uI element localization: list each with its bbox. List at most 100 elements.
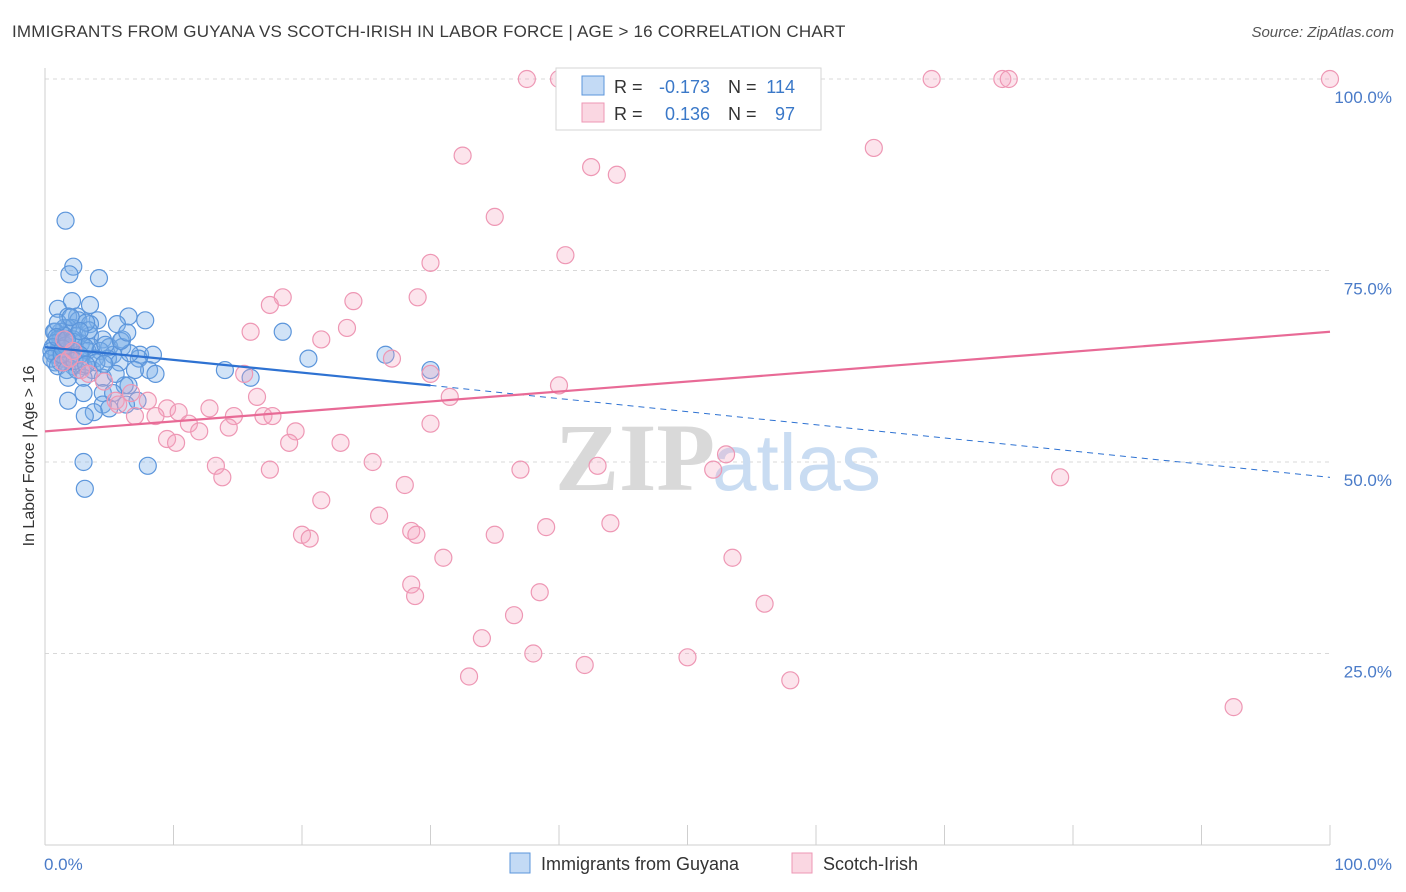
point-scotch-irish: [157, 429, 177, 449]
point-scotch-irish: [440, 387, 459, 406]
point-guyana: [273, 322, 292, 341]
point-scotch-irish: [408, 288, 427, 307]
point-scotch-irish: [530, 583, 549, 602]
point-scotch-irish: [206, 456, 226, 475]
point-scotch-irish: [716, 445, 736, 464]
trend-lines: [44, 330, 1331, 478]
series-guyana-points: [42, 211, 440, 498]
legend-n-value: 114: [766, 77, 795, 97]
point-scotch-irish: [138, 391, 157, 410]
point-scotch-irish: [190, 422, 209, 441]
point-scotch-irish: [575, 655, 594, 675]
point-scotch-irish: [79, 364, 98, 384]
point-scotch-irish: [472, 629, 491, 648]
point-guyana: [299, 349, 318, 368]
point-guyana: [74, 452, 93, 472]
legend-n-label: N =: [728, 104, 757, 124]
point-scotch-irish: [166, 433, 186, 452]
point-scotch-irish: [331, 433, 350, 452]
legend-label: Immigrants from Guyana: [541, 854, 740, 874]
trend-line-guyana: [44, 346, 431, 387]
point-scotch-irish: [421, 364, 440, 384]
point-guyana: [60, 265, 79, 284]
point-guyana: [96, 335, 115, 354]
legend-n-value: 97: [775, 104, 795, 124]
point-guyana: [89, 269, 109, 288]
point-scotch-irish: [235, 364, 254, 384]
point-scotch-irish: [337, 318, 357, 338]
point-scotch-irish: [300, 529, 319, 548]
point-scotch-irish: [200, 399, 219, 418]
point-scotch-irish: [1224, 698, 1243, 717]
point-guyana: [138, 456, 157, 475]
point-guyana: [48, 299, 67, 318]
y-tick-label: 25.0%: [1344, 663, 1392, 682]
point-guyana: [136, 311, 155, 330]
point-scotch-irish: [999, 69, 1018, 89]
point-scotch-irish: [146, 406, 165, 426]
point-scotch-irish: [121, 383, 141, 403]
point-scotch-irish: [263, 406, 282, 426]
point-guyana: [75, 479, 94, 498]
point-scotch-irish: [370, 506, 389, 525]
point-scotch-irish: [312, 491, 331, 510]
watermark-atlas: atlas: [712, 418, 881, 507]
chart-title: IMMIGRANTS FROM GUYANA VS SCOTCH-IRISH I…: [12, 22, 846, 41]
y-axis-label: In Labor Force | Age > 16: [21, 366, 38, 547]
point-guyana: [129, 349, 148, 368]
point-scotch-irish: [922, 69, 941, 89]
series-legend: Immigrants from Guyana Scotch-Irish: [509, 852, 918, 874]
point-guyana: [80, 295, 100, 315]
point-scotch-irish: [453, 146, 472, 165]
legend-r-label: R =: [614, 77, 643, 97]
axes: [44, 68, 1331, 846]
point-scotch-irish: [125, 406, 145, 426]
point-scotch-irish: [109, 395, 128, 414]
point-scotch-irish: [511, 460, 530, 479]
legend-label: Scotch-Irish: [823, 854, 918, 874]
x-tick-label-start: 0.0%: [44, 855, 83, 874]
point-guyana: [146, 364, 165, 384]
point-scotch-irish: [517, 69, 536, 89]
series-scotch-irish-points: [53, 69, 1340, 717]
point-scotch-irish: [537, 518, 556, 537]
x-tick-label-end: 100.0%: [1334, 855, 1392, 874]
point-guyana: [56, 211, 75, 230]
point-scotch-irish: [434, 548, 453, 567]
point-scotch-irish: [704, 460, 723, 479]
legend-box: [555, 67, 822, 131]
point-scotch-irish: [395, 475, 414, 495]
point-scotch-irish: [524, 644, 543, 663]
point-guyana: [95, 354, 114, 374]
legend-r-label: R =: [614, 104, 643, 124]
point-scotch-irish: [781, 671, 800, 690]
point-scotch-irish: [1051, 468, 1070, 487]
point-scotch-irish: [421, 414, 440, 433]
correlation-legend: R = -0.173 N = 114 R = 0.136 N = 97: [555, 67, 822, 131]
point-scotch-irish: [213, 468, 232, 487]
point-scotch-irish: [344, 292, 363, 311]
point-scotch-irish: [549, 376, 569, 395]
legend-r-value: 0.136: [665, 104, 710, 124]
point-scotch-irish: [607, 165, 626, 184]
point-scotch-irish: [678, 648, 697, 667]
point-scotch-irish: [1320, 69, 1340, 89]
point-scotch-irish: [286, 422, 305, 441]
point-guyana: [125, 360, 145, 380]
point-scotch-irish: [582, 157, 601, 177]
legend-swatch: [581, 102, 605, 123]
point-scotch-irish: [723, 548, 742, 567]
y-tick-label: 50.0%: [1344, 471, 1392, 490]
point-scotch-irish: [485, 525, 504, 544]
point-scotch-irish: [485, 207, 504, 226]
point-scotch-irish: [95, 372, 114, 391]
point-scotch-irish: [504, 606, 524, 625]
point-guyana: [74, 383, 93, 403]
y-tick-label: 100.0%: [1334, 88, 1392, 107]
point-guyana: [75, 406, 94, 426]
point-guyana: [59, 391, 78, 410]
point-guyana: [118, 323, 137, 342]
point-guyana: [84, 403, 103, 422]
